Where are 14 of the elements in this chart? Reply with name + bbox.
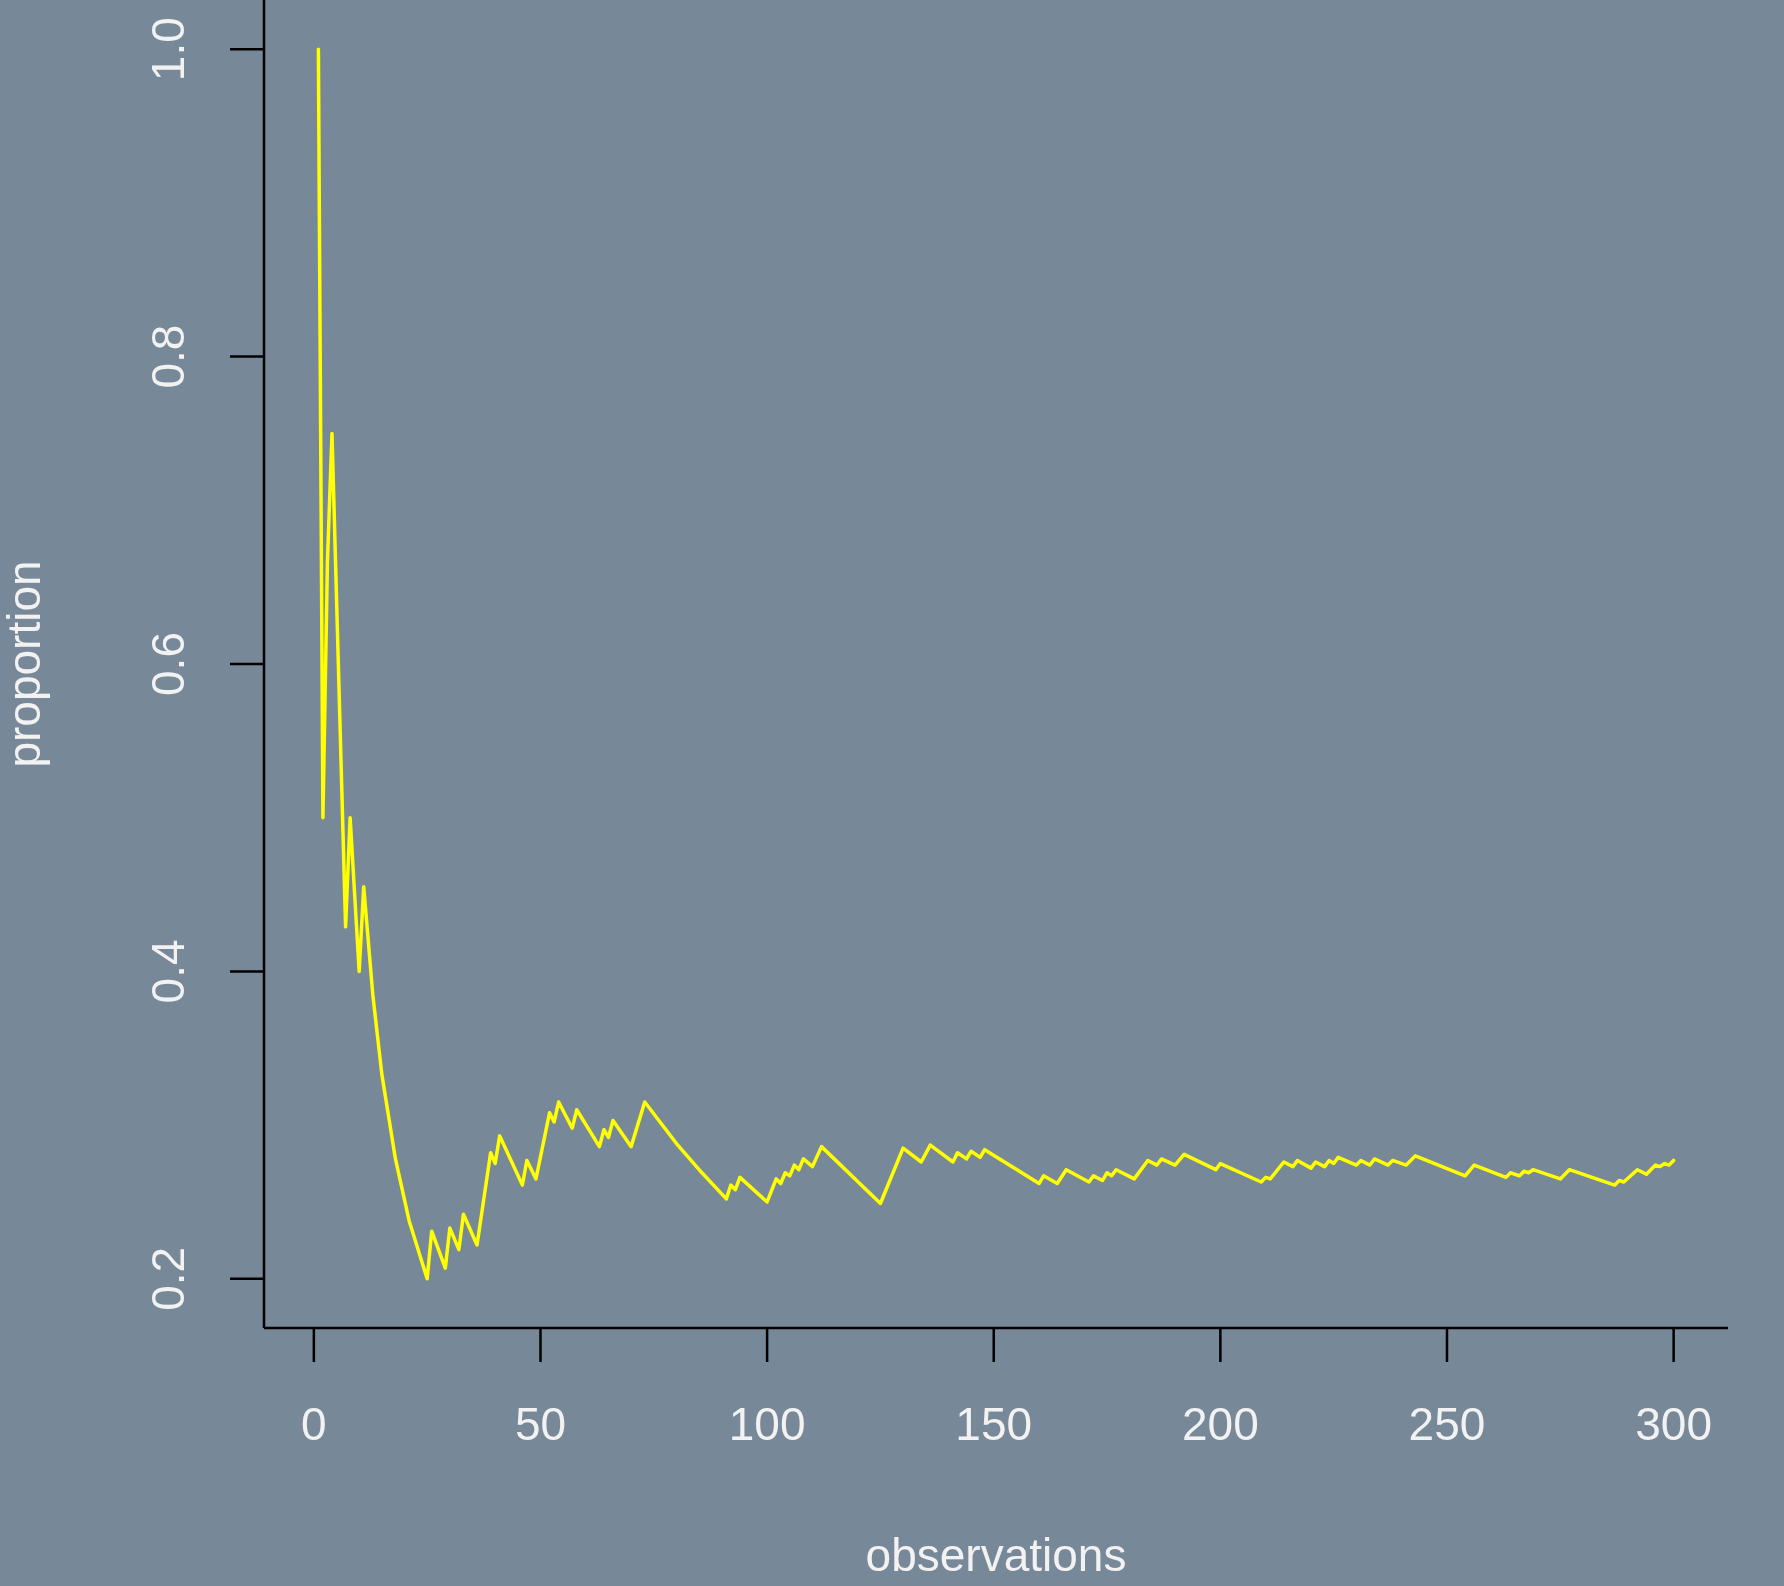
x-tick-label: 200 bbox=[1181, 1398, 1259, 1451]
y-tick-label: 0.4 bbox=[141, 939, 194, 1004]
x-tick-label: 300 bbox=[1635, 1398, 1712, 1451]
y-axis-title: proportion bbox=[0, 560, 51, 768]
y-tick-label: 0.8 bbox=[141, 324, 194, 389]
y-tick-label: 0.6 bbox=[141, 632, 194, 696]
x-tick-label: 150 bbox=[955, 1398, 1033, 1451]
x-tick-label: 0 bbox=[301, 1398, 327, 1451]
x-axis-title: observations bbox=[865, 1529, 1127, 1582]
x-tick-label: 100 bbox=[728, 1398, 806, 1451]
x-tick-label: 250 bbox=[1408, 1398, 1486, 1451]
y-tick-label: 0.2 bbox=[141, 1246, 194, 1311]
x-tick-label: 50 bbox=[514, 1398, 567, 1451]
y-tick-label: 1.0 bbox=[141, 17, 194, 82]
